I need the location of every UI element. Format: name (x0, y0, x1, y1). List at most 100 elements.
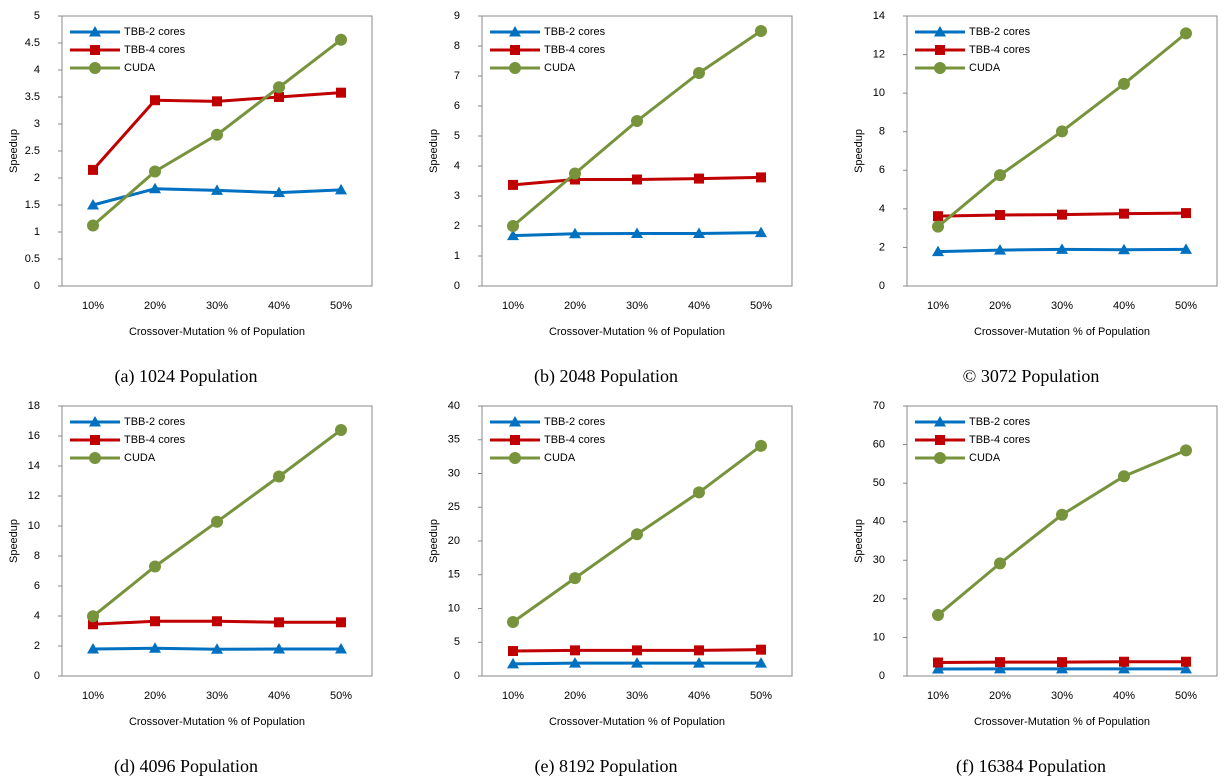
marker (1057, 657, 1067, 668)
marker (932, 609, 944, 622)
y-tick-label: 16 (28, 430, 40, 442)
y-tick-label: 8 (879, 126, 885, 138)
marker (933, 657, 943, 668)
legend-label: TBB-2 cores (544, 26, 606, 38)
y-tick-label: 12 (28, 490, 40, 502)
marker (632, 645, 642, 656)
marker (631, 528, 643, 541)
legend-label: TBB-4 cores (969, 44, 1031, 56)
y-tick-label: 6 (34, 580, 40, 592)
marker (632, 174, 642, 185)
chart-panel: 0 10 20 30 40 50 60 70 10% 20% 30% 40% 50% Crossover-… (853, 400, 1218, 777)
marker (631, 115, 643, 127)
y-tick-label: 10 (873, 87, 885, 99)
marker (150, 95, 160, 106)
legend-marker (934, 416, 946, 427)
y-axis-label: Speedup (8, 519, 20, 563)
legend-label: TBB-2 cores (124, 416, 186, 428)
y-tick-label: 10 (873, 631, 885, 643)
legend-marker (89, 416, 101, 427)
marker (932, 220, 944, 233)
marker (569, 572, 581, 585)
y-tick-label: 2 (454, 220, 460, 232)
y-tick-label: 0 (879, 280, 885, 292)
legend-label: CUDA (969, 62, 1001, 74)
y-axis-label: Speedup (853, 129, 865, 173)
legend-marker (934, 62, 946, 74)
legend-marker (510, 435, 520, 445)
y-tick-label: 0 (34, 280, 40, 292)
marker (994, 169, 1006, 182)
marker (1056, 508, 1068, 521)
marker (87, 219, 99, 232)
x-tick-label: 10% (82, 300, 104, 312)
marker (569, 227, 581, 239)
x-tick-label: 50% (1175, 300, 1197, 312)
marker (995, 657, 1005, 668)
y-tick-label: 6 (879, 164, 885, 176)
x-tick-label: 40% (268, 300, 290, 312)
marker (631, 657, 643, 668)
y-tick-label: 1 (454, 250, 460, 262)
marker (1118, 77, 1130, 90)
marker (755, 657, 767, 668)
marker (1118, 243, 1130, 255)
x-tick-label: 20% (144, 690, 166, 702)
marker (1180, 444, 1192, 457)
y-tick-label: 40 (448, 400, 460, 412)
marker (1180, 662, 1192, 674)
marker (273, 81, 285, 94)
y-tick-label: 8 (34, 550, 40, 562)
chart-panel: 0 1 2 3 4 5 6 7 8 9 10% 20% 30% 40% 50% Crossover-Mutat… (428, 10, 793, 387)
y-tick-label: 20 (448, 535, 460, 547)
y-tick-label: 5 (454, 130, 460, 142)
legend-marker (934, 26, 946, 37)
y-tick-label: 12 (873, 48, 885, 60)
y-tick-label: 0 (454, 670, 460, 682)
plot-frame (61, 405, 373, 677)
marker (1181, 208, 1191, 219)
x-axis-label: Crossover-Mutation % of Population (549, 716, 725, 728)
legend-label: TBB-4 cores (544, 434, 606, 446)
y-tick-label: 20 (873, 593, 885, 605)
marker (569, 167, 581, 180)
x-tick-label: 10% (927, 300, 949, 312)
marker (274, 92, 284, 102)
x-tick-label: 20% (564, 300, 586, 312)
marker (150, 616, 160, 627)
x-tick-label: 50% (1175, 690, 1197, 702)
marker (1118, 470, 1130, 483)
marker (507, 229, 519, 241)
marker (507, 657, 519, 669)
y-tick-label: 4 (879, 203, 885, 215)
legend-label: TBB-2 cores (544, 416, 606, 428)
y-tick-label: 25 (448, 501, 460, 513)
x-tick-label: 50% (330, 300, 352, 312)
x-tick-label: 50% (750, 300, 772, 312)
marker (994, 662, 1006, 674)
x-tick-label: 30% (626, 690, 648, 702)
marker (1057, 209, 1067, 220)
y-axis-label: Speedup (428, 519, 440, 563)
legend-marker (934, 452, 946, 464)
marker (693, 486, 705, 499)
marker (1056, 243, 1068, 254)
legend-marker (510, 45, 520, 55)
legend-label: CUDA (969, 452, 1001, 464)
marker (755, 25, 767, 37)
y-tick-label: 8 (454, 40, 460, 52)
marker (149, 560, 161, 573)
x-tick-label: 30% (1051, 690, 1073, 702)
y-tick-label: 9 (454, 10, 460, 22)
y-tick-label: 1 (34, 226, 40, 238)
y-tick-label: 50 (873, 477, 885, 489)
y-tick-label: 15 (448, 569, 460, 581)
y-tick-label: 14 (28, 460, 40, 472)
y-tick-label: 18 (28, 400, 40, 412)
marker (88, 164, 98, 175)
y-axis-label: Speedup (853, 519, 865, 563)
marker (507, 220, 519, 232)
x-axis-label: Crossover-Mutation % of Population (549, 326, 725, 338)
legend-label: TBB-4 cores (544, 44, 606, 56)
